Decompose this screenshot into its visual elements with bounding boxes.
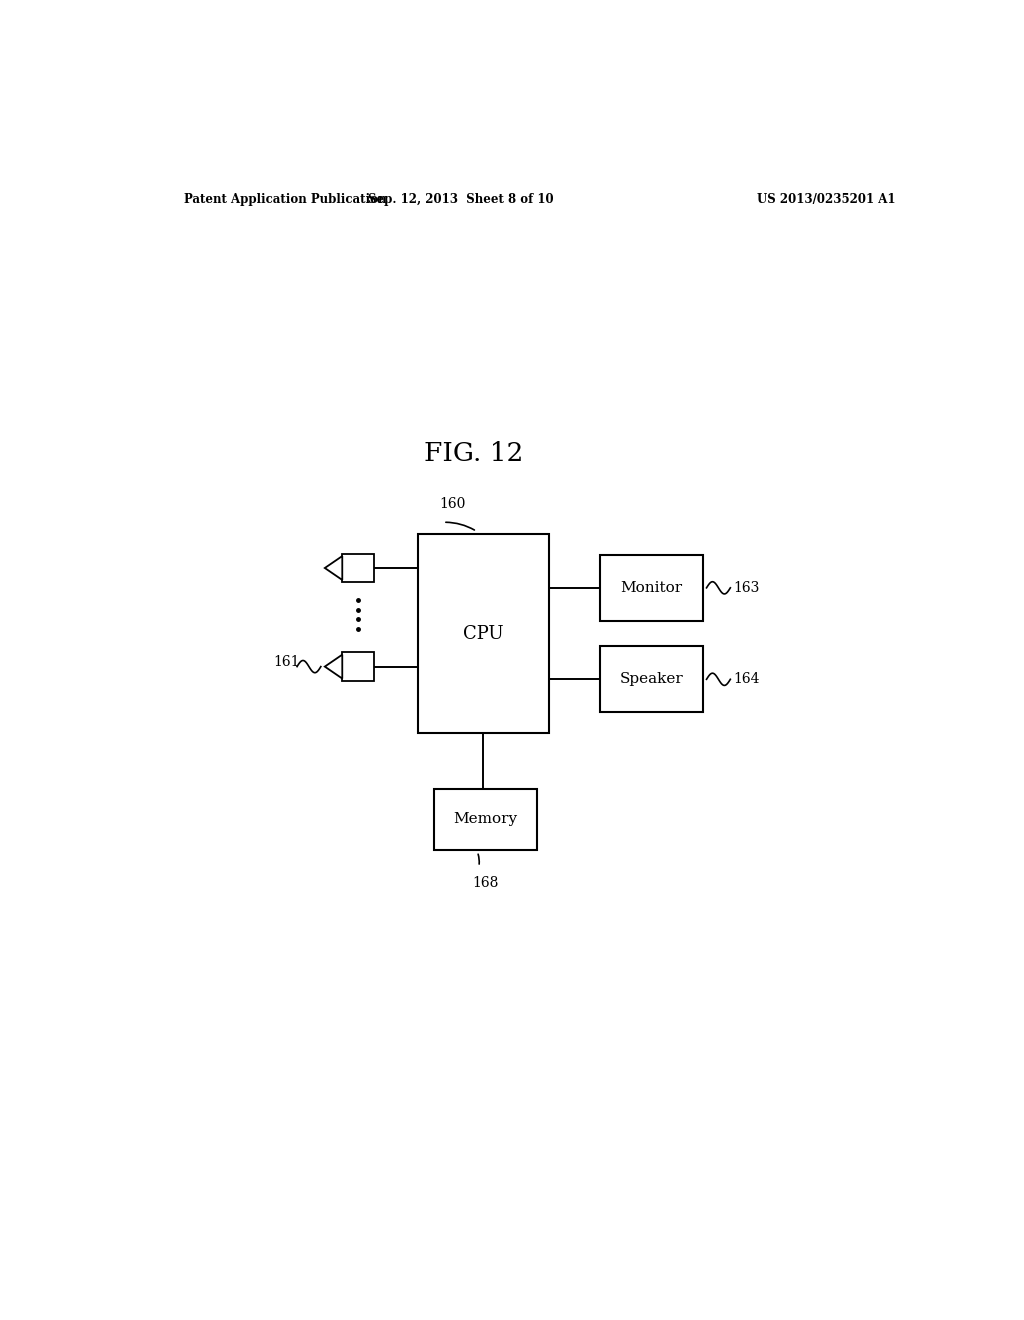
- Text: 161: 161: [273, 655, 300, 668]
- Bar: [600, 647, 703, 713]
- Bar: [600, 554, 703, 620]
- Text: Patent Application Publication: Patent Application Publication: [183, 193, 386, 206]
- Text: 160: 160: [439, 496, 466, 511]
- Text: FIG. 12: FIG. 12: [424, 441, 523, 466]
- Text: Speaker: Speaker: [620, 672, 684, 686]
- Text: Memory: Memory: [453, 812, 517, 826]
- Bar: [342, 554, 374, 582]
- Polygon shape: [325, 556, 342, 579]
- Text: Monitor: Monitor: [621, 581, 683, 595]
- Text: 164: 164: [733, 672, 760, 686]
- Text: US 2013/0235201 A1: US 2013/0235201 A1: [757, 193, 896, 206]
- Bar: [342, 652, 374, 681]
- Text: CPU: CPU: [463, 624, 504, 643]
- Text: 168: 168: [472, 876, 499, 890]
- Polygon shape: [325, 655, 342, 678]
- Bar: [418, 535, 549, 733]
- Bar: [433, 788, 537, 850]
- Text: Sep. 12, 2013  Sheet 8 of 10: Sep. 12, 2013 Sheet 8 of 10: [369, 193, 554, 206]
- Text: 163: 163: [733, 581, 760, 595]
